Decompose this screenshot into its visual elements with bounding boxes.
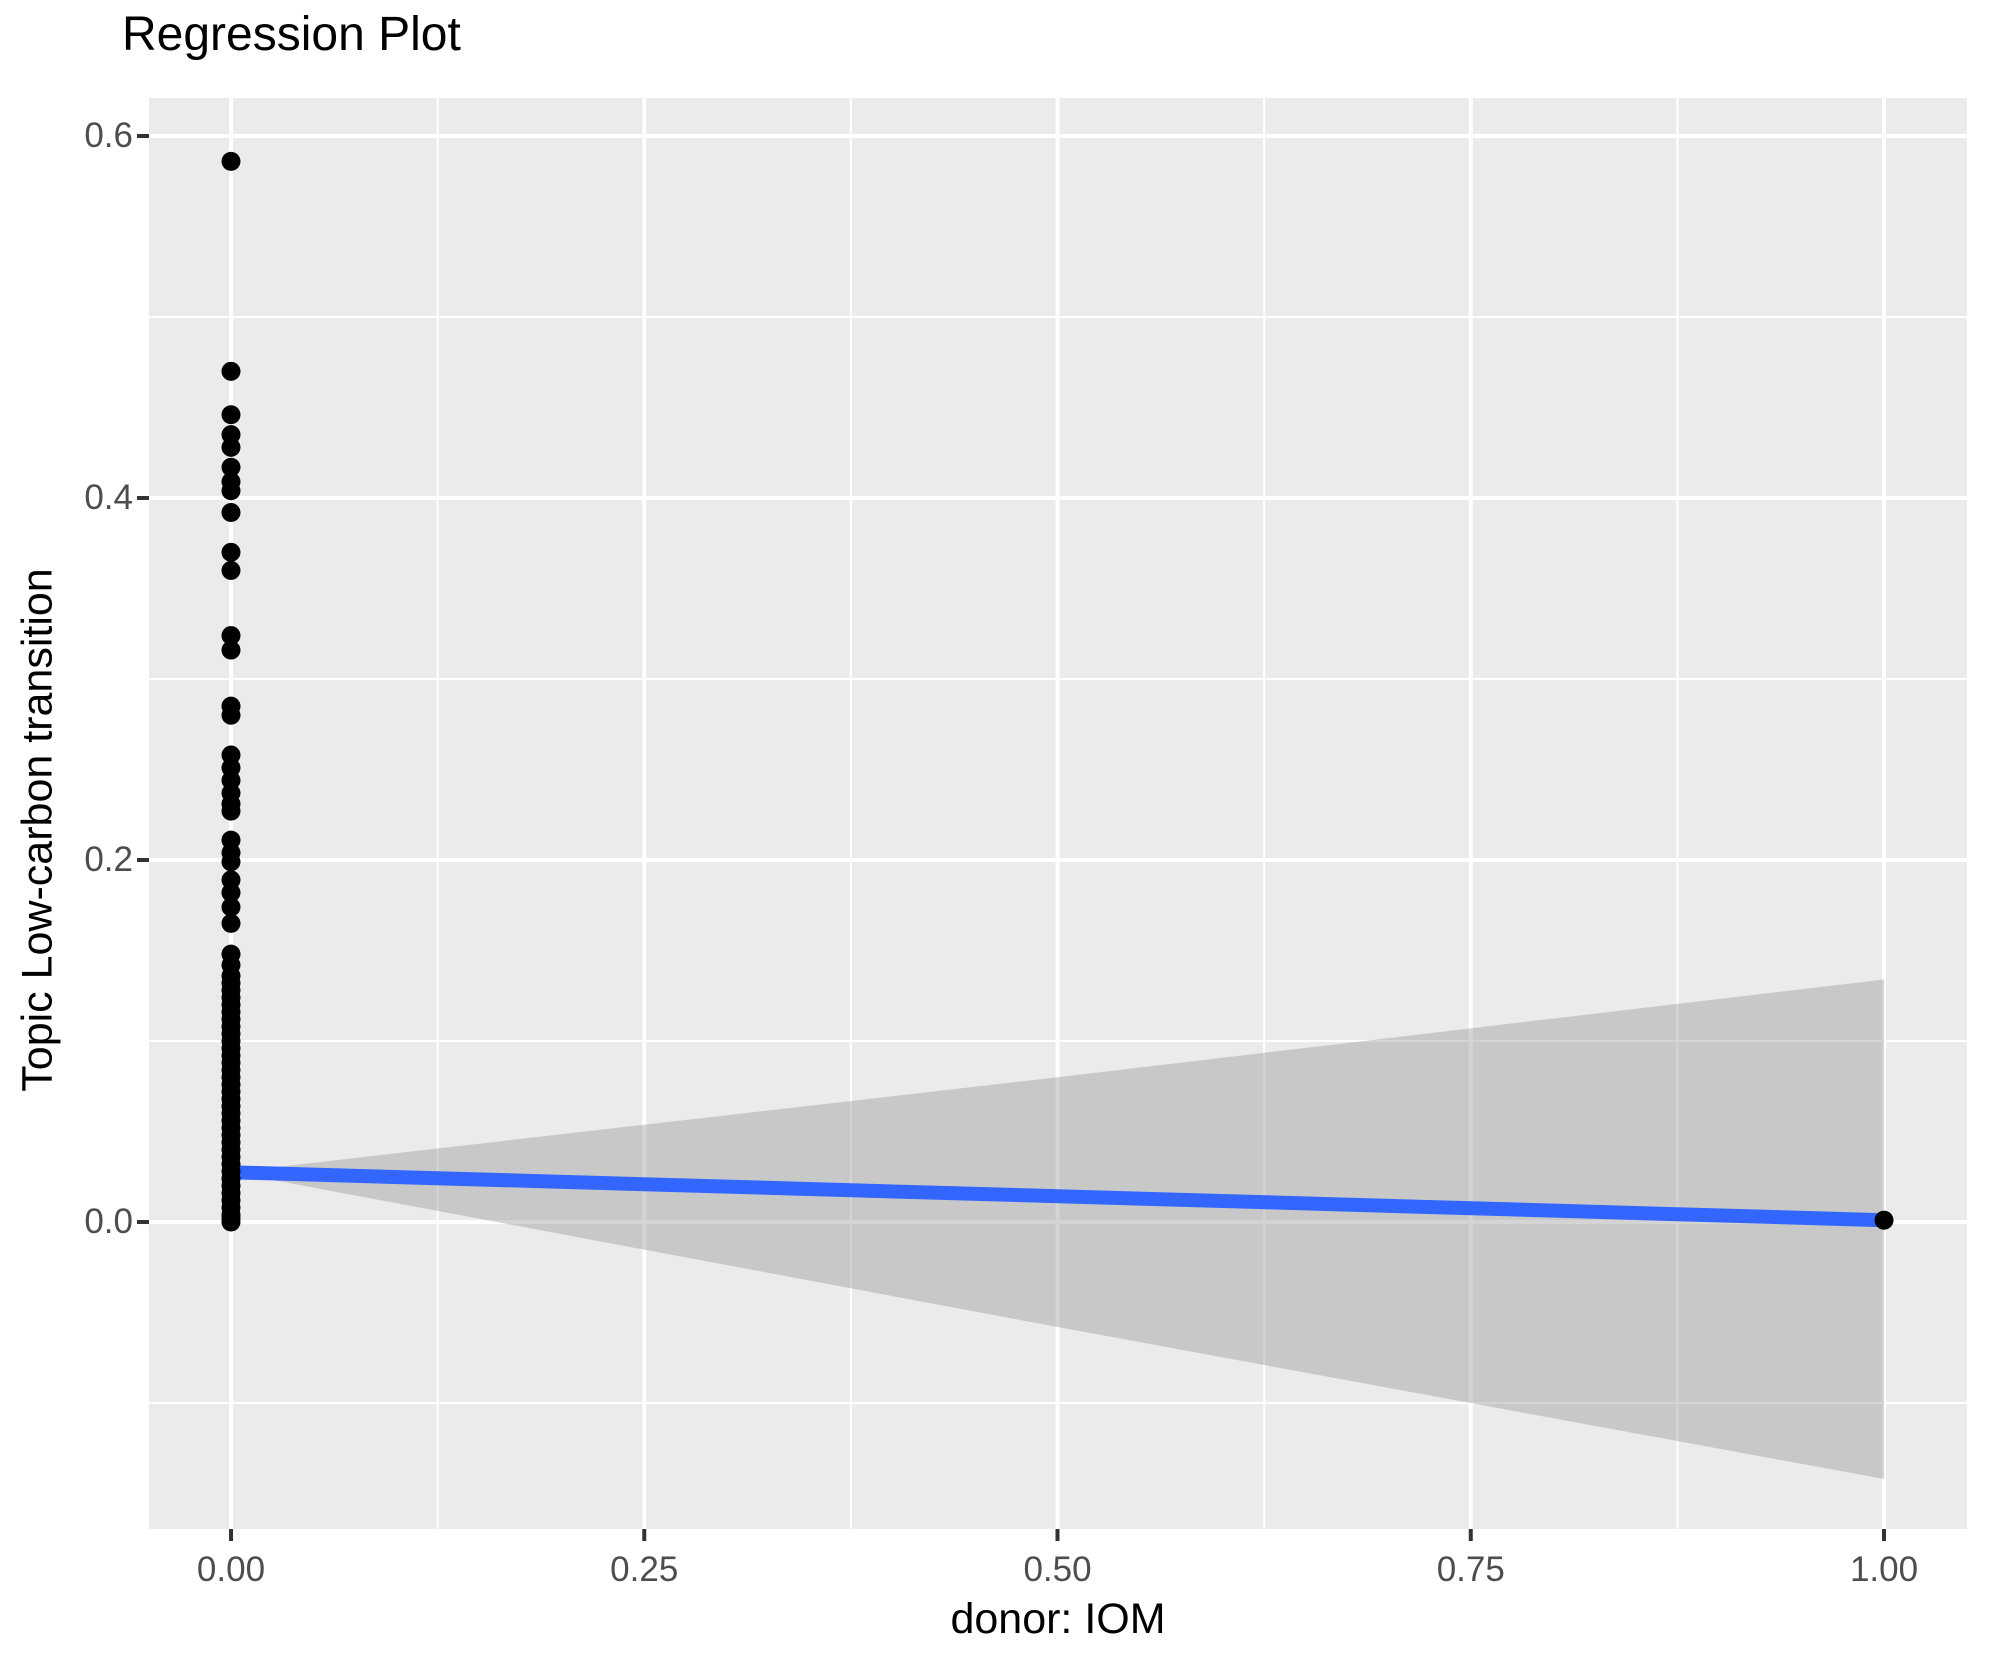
x-tick-label: 0.00 <box>196 1550 266 1589</box>
x-tick-label: 1.00 <box>1849 1550 1919 1589</box>
scatter-point <box>221 457 241 477</box>
confidence-band <box>230 979 1885 1480</box>
scatter-point <box>1874 1210 1894 1230</box>
x-tick-label: 0.50 <box>1023 1550 1092 1589</box>
x-tick-label: 0.75 <box>1436 1550 1505 1589</box>
scatter-point <box>221 560 241 580</box>
scatter-point <box>221 542 241 562</box>
scatter-point <box>221 883 241 903</box>
scatter-point <box>221 437 241 457</box>
plot-title: Regression Plot <box>122 8 461 61</box>
scatter-point <box>221 361 241 381</box>
scatter-point <box>221 626 241 646</box>
x-axis-title: donor: IOM <box>950 1595 1166 1643</box>
scatter-point <box>221 897 241 917</box>
scatter-point <box>221 913 241 933</box>
scatter-point <box>221 502 241 522</box>
y-tick-label: 0.6 <box>84 116 133 155</box>
scatter-point <box>221 481 241 501</box>
scatter-point <box>221 151 241 171</box>
scatter-point <box>221 852 241 872</box>
scatter-point <box>221 640 241 660</box>
scatter-point <box>221 405 241 425</box>
y-tick-label: 0.2 <box>84 840 133 880</box>
x-tick-label: 0.25 <box>610 1550 679 1589</box>
y-axis-title: Topic Low-carbon transition <box>13 568 62 1092</box>
scatter-point <box>221 801 241 821</box>
regression-line <box>230 1165 1885 1228</box>
scatter-point <box>221 705 241 725</box>
y-tick-label: 0.0 <box>84 1202 133 1242</box>
scatter-point <box>221 1212 241 1232</box>
y-tick-label: 0.4 <box>84 478 133 517</box>
